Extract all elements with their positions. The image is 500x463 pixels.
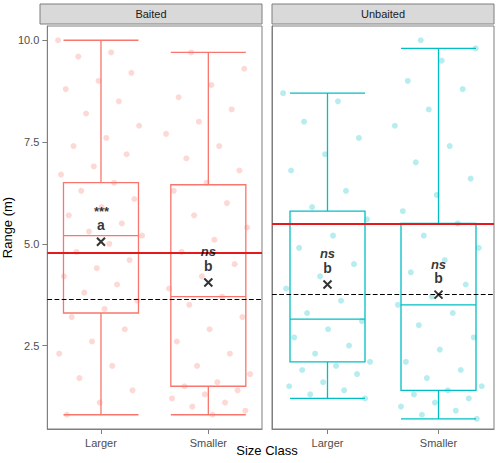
svg-text:ns: ns xyxy=(200,244,216,260)
svg-text:b: b xyxy=(204,258,213,274)
svg-text:a: a xyxy=(97,217,105,233)
svg-text:Smaller: Smaller xyxy=(190,437,228,449)
svg-text:Baited: Baited xyxy=(135,8,166,20)
svg-text:2.5: 2.5 xyxy=(24,340,39,352)
svg-text:Range (m): Range (m) xyxy=(0,197,15,258)
svg-text:Size Class: Size Class xyxy=(236,443,298,458)
svg-text:10.0: 10.0 xyxy=(18,34,39,46)
svg-text:ns: ns xyxy=(319,246,336,262)
svg-text:Larger: Larger xyxy=(85,437,117,449)
svg-text:5.0: 5.0 xyxy=(24,238,39,250)
svg-text:Unbaited: Unbaited xyxy=(361,8,405,20)
svg-text:b: b xyxy=(434,270,443,286)
svg-text:Smaller: Smaller xyxy=(420,437,458,449)
svg-text:b: b xyxy=(323,260,332,276)
svg-text:ns: ns xyxy=(430,256,447,272)
svg-text:Larger: Larger xyxy=(312,437,344,449)
svg-text:7.5: 7.5 xyxy=(24,136,39,148)
